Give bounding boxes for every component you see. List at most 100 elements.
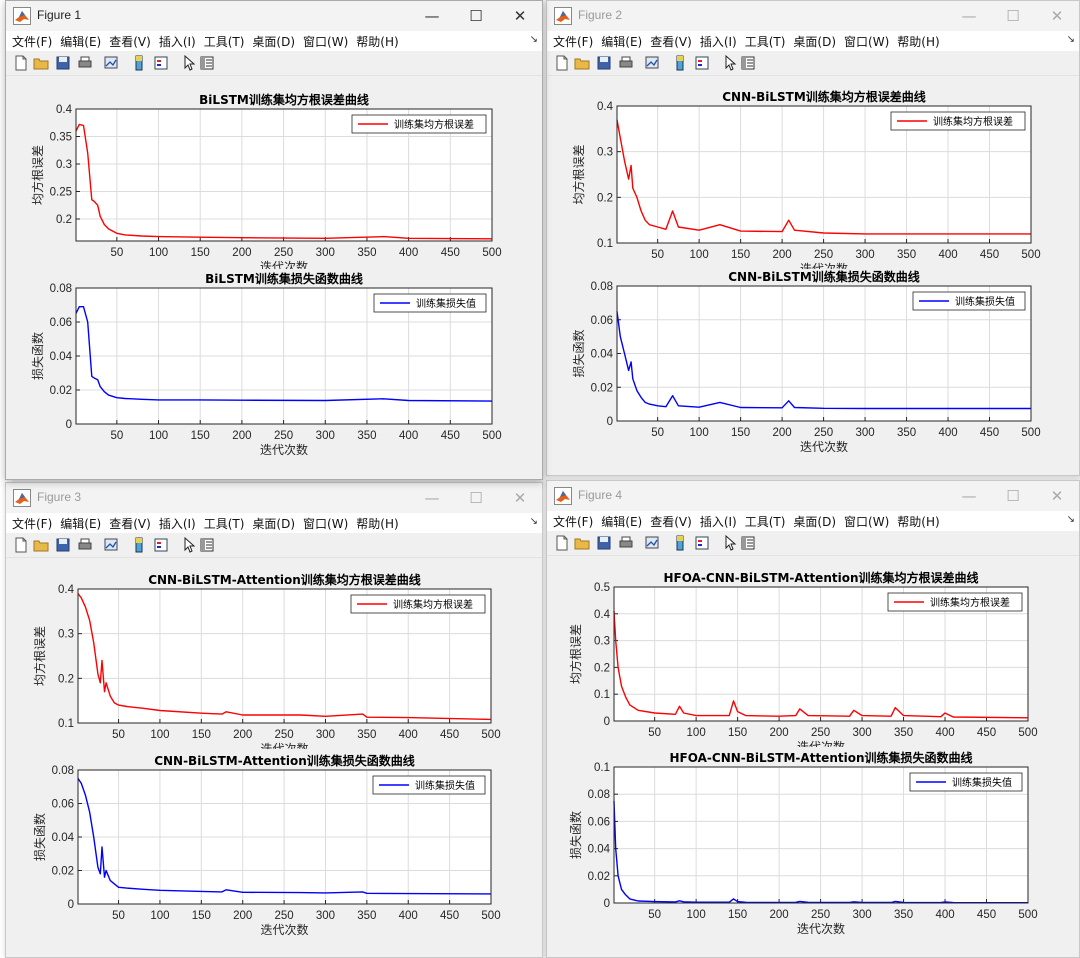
title-bar[interactable]: Figure 1 — ☐ ✕ bbox=[6, 1, 542, 31]
menu-item[interactable]: 查看(V) bbox=[109, 35, 151, 49]
colorbar-icon[interactable] bbox=[130, 536, 148, 554]
pointer-icon[interactable] bbox=[721, 54, 739, 72]
dock-arrow-icon[interactable]: ↘ bbox=[529, 516, 538, 527]
print-icon[interactable] bbox=[617, 534, 635, 552]
legend-icon[interactable] bbox=[693, 534, 711, 552]
close-icon[interactable]: ✕ bbox=[1050, 7, 1064, 25]
menu-item[interactable]: 插入(I) bbox=[699, 515, 737, 529]
menu-item[interactable]: 桌面(D) bbox=[252, 35, 296, 49]
minimize-icon[interactable]: — bbox=[424, 7, 440, 25]
minimize-icon[interactable]: — bbox=[961, 7, 977, 25]
new-file-icon[interactable] bbox=[553, 54, 571, 72]
save-icon[interactable] bbox=[595, 54, 613, 72]
legend-icon[interactable] bbox=[693, 54, 711, 72]
menu-item[interactable]: 文件(F) bbox=[12, 517, 53, 531]
legend-box[interactable] bbox=[912, 291, 1026, 311]
link-plot-icon[interactable] bbox=[643, 54, 661, 72]
close-icon[interactable]: ✕ bbox=[1050, 487, 1064, 505]
save-icon[interactable] bbox=[54, 536, 72, 554]
menu-item[interactable]: 编辑(E) bbox=[601, 515, 643, 529]
colorbar-icon[interactable] bbox=[671, 534, 689, 552]
menu-item[interactable]: 工具(T) bbox=[203, 35, 245, 49]
print-icon[interactable] bbox=[76, 536, 94, 554]
menu-item[interactable]: 查看(V) bbox=[650, 35, 692, 49]
colorbar-icon[interactable] bbox=[671, 54, 689, 72]
open-folder-icon[interactable] bbox=[32, 536, 50, 554]
dock-arrow-icon[interactable]: ↘ bbox=[529, 34, 538, 45]
title-bar[interactable]: Figure 3 — ☐ ✕ bbox=[6, 483, 542, 513]
link-plot-icon[interactable] bbox=[102, 54, 120, 72]
new-file-icon[interactable] bbox=[553, 534, 571, 552]
menu-item[interactable]: 插入(I) bbox=[158, 35, 196, 49]
open-folder-icon[interactable] bbox=[32, 54, 50, 72]
menu-item[interactable]: 桌面(D) bbox=[793, 35, 837, 49]
menu-item[interactable]: 帮助(H) bbox=[897, 35, 940, 49]
maximize-icon[interactable]: ☐ bbox=[469, 489, 483, 507]
maximize-icon[interactable]: ☐ bbox=[469, 7, 483, 25]
legend-box[interactable] bbox=[887, 592, 1023, 612]
new-file-icon[interactable] bbox=[12, 54, 30, 72]
menu-item[interactable]: 工具(T) bbox=[744, 515, 786, 529]
figure-window-1[interactable]: Figure 1 — ☐ ✕ 文件(F) 编辑(E) 查看(V) 插入(I) 工具(T) 桌面(D… bbox=[5, 0, 543, 480]
property-inspector-icon[interactable] bbox=[739, 534, 757, 552]
figure-window-2[interactable]: Figure 2 — ☐ ✕ 文件(F) 编辑(E) 查看(V) 插入(I) 工具(T) 桌面(D… bbox=[546, 0, 1080, 476]
menu-item[interactable]: 编辑(E) bbox=[60, 517, 102, 531]
close-icon[interactable]: ✕ bbox=[513, 7, 527, 25]
close-icon[interactable]: ✕ bbox=[513, 489, 527, 507]
title-bar[interactable]: Figure 4 — ☐ ✕ bbox=[547, 481, 1079, 511]
menu-item[interactable]: 窗口(W) bbox=[303, 517, 349, 531]
menu-item[interactable]: 窗口(W) bbox=[303, 35, 349, 49]
menu-item[interactable]: 工具(T) bbox=[203, 517, 245, 531]
property-inspector-icon[interactable] bbox=[198, 54, 216, 72]
menu-item[interactable]: 帮助(H) bbox=[897, 515, 940, 529]
legend-box[interactable] bbox=[350, 594, 486, 614]
menu-item[interactable]: 桌面(D) bbox=[793, 515, 837, 529]
maximize-icon[interactable]: ☐ bbox=[1006, 487, 1020, 505]
menu-item[interactable]: 窗口(W) bbox=[844, 35, 890, 49]
legend-icon[interactable] bbox=[152, 54, 170, 72]
title-bar[interactable]: Figure 2 — ☐ ✕ bbox=[547, 1, 1079, 31]
pointer-icon[interactable] bbox=[180, 54, 198, 72]
menu-item[interactable]: 帮助(H) bbox=[356, 517, 399, 531]
save-icon[interactable] bbox=[595, 534, 613, 552]
menu-item[interactable]: 插入(I) bbox=[158, 517, 196, 531]
legend-box[interactable] bbox=[909, 772, 1023, 792]
link-plot-icon[interactable] bbox=[643, 534, 661, 552]
minimize-icon[interactable]: — bbox=[961, 487, 977, 505]
pointer-icon[interactable] bbox=[180, 536, 198, 554]
property-inspector-icon[interactable] bbox=[198, 536, 216, 554]
colorbar-icon[interactable] bbox=[130, 54, 148, 72]
minimize-icon[interactable]: — bbox=[424, 489, 440, 507]
menu-item[interactable]: 文件(F) bbox=[553, 515, 594, 529]
menu-item[interactable]: 帮助(H) bbox=[356, 35, 399, 49]
menu-item[interactable]: 编辑(E) bbox=[601, 35, 643, 49]
legend-box[interactable] bbox=[351, 114, 487, 134]
menu-item[interactable]: 工具(T) bbox=[744, 35, 786, 49]
pointer-icon[interactable] bbox=[721, 534, 739, 552]
menu-item[interactable]: 文件(F) bbox=[12, 35, 53, 49]
legend-box[interactable] bbox=[372, 775, 486, 795]
figure-window-3[interactable]: Figure 3 — ☐ ✕ 文件(F) 编辑(E) 查看(V) 插入(I) 工具(T) 桌面(D… bbox=[5, 482, 543, 958]
menu-item[interactable]: 插入(I) bbox=[699, 35, 737, 49]
menu-item[interactable]: 文件(F) bbox=[553, 35, 594, 49]
maximize-icon[interactable]: ☐ bbox=[1006, 7, 1020, 25]
new-file-icon[interactable] bbox=[12, 536, 30, 554]
property-inspector-icon[interactable] bbox=[739, 54, 757, 72]
menu-item[interactable]: 查看(V) bbox=[109, 517, 151, 531]
menu-item[interactable]: 查看(V) bbox=[650, 515, 692, 529]
open-folder-icon[interactable] bbox=[573, 54, 591, 72]
menu-item[interactable]: 桌面(D) bbox=[252, 517, 296, 531]
legend-icon[interactable] bbox=[152, 536, 170, 554]
dock-arrow-icon[interactable]: ↘ bbox=[1066, 514, 1075, 525]
save-icon[interactable] bbox=[54, 54, 72, 72]
menu-item[interactable]: 编辑(E) bbox=[60, 35, 102, 49]
print-icon[interactable] bbox=[76, 54, 94, 72]
print-icon[interactable] bbox=[617, 54, 635, 72]
link-plot-icon[interactable] bbox=[102, 536, 120, 554]
menu-item[interactable]: 窗口(W) bbox=[844, 515, 890, 529]
legend-box[interactable] bbox=[373, 293, 487, 313]
legend-box[interactable] bbox=[890, 111, 1026, 131]
open-folder-icon[interactable] bbox=[573, 534, 591, 552]
dock-arrow-icon[interactable]: ↘ bbox=[1066, 34, 1075, 45]
figure-window-4[interactable]: Figure 4 — ☐ ✕ 文件(F) 编辑(E) 查看(V) 插入(I) 工具(T) 桌面(D… bbox=[546, 480, 1080, 958]
